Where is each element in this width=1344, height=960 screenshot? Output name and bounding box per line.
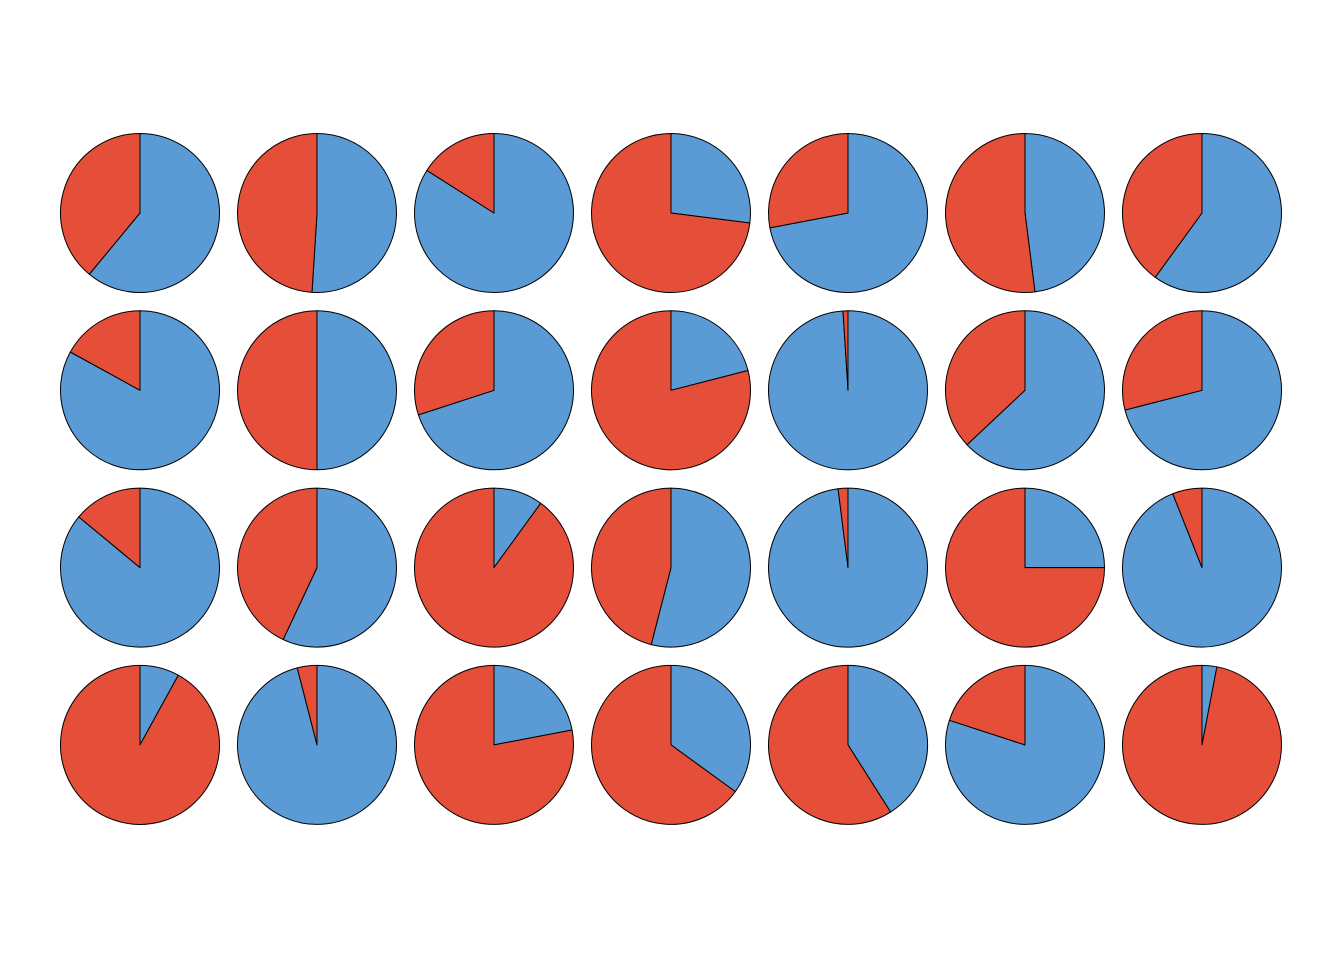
pie-slice (1154, 133, 1282, 293)
pie (768, 664, 928, 825)
pie-slice (282, 487, 397, 648)
pie-slice (945, 310, 1026, 446)
pie (591, 133, 751, 293)
pie-slice (1122, 664, 1283, 825)
pie-slice (591, 310, 751, 471)
pie (945, 133, 1105, 293)
pie (1122, 664, 1283, 825)
pie (60, 310, 220, 471)
pie-slice (670, 664, 751, 793)
pie (768, 487, 928, 648)
pie (591, 664, 751, 825)
pie (768, 310, 928, 471)
pie-slice (1124, 310, 1282, 471)
pie (591, 487, 751, 648)
pie-slice (945, 133, 1036, 293)
pie-slice (1024, 487, 1105, 569)
pie (1122, 310, 1282, 471)
pie-slice (945, 487, 1105, 648)
pie-slice (670, 133, 751, 224)
pie (591, 310, 751, 471)
pie-slice (426, 133, 495, 214)
pie-slice (69, 310, 141, 391)
pie-slice (296, 664, 318, 746)
pie-slice (650, 487, 751, 648)
pie-slice (414, 487, 574, 648)
pie-slice (414, 310, 495, 416)
pie-slice (591, 664, 736, 825)
pie-slice (414, 664, 574, 825)
pie (945, 487, 1105, 648)
pie-slice (60, 133, 141, 275)
pie (945, 664, 1105, 825)
pie (945, 310, 1105, 471)
pie-slice (768, 664, 892, 825)
pie-slice (493, 664, 573, 746)
pie-slice (591, 133, 751, 293)
pie (237, 310, 397, 471)
pie-slice (417, 310, 574, 471)
pie-slice (88, 133, 220, 293)
pie-slice (237, 310, 318, 471)
pie (414, 133, 574, 293)
pie-slice (1122, 310, 1203, 411)
pie (237, 133, 397, 293)
pie-slice (311, 133, 397, 293)
pie-slice (837, 487, 849, 569)
pie (60, 133, 220, 293)
pie (60, 487, 220, 648)
pie (237, 664, 397, 825)
pie-slice (966, 310, 1105, 471)
pie-slice (1024, 133, 1105, 293)
pie-slice (769, 133, 928, 293)
pie-slice (768, 133, 849, 229)
pie-slice (60, 664, 220, 825)
pie-slice (1172, 487, 1203, 569)
pie-slice (237, 487, 318, 641)
pie (414, 487, 574, 648)
pie-slice (591, 487, 672, 646)
pie-slice (78, 487, 141, 569)
pie (1122, 133, 1282, 293)
pie (768, 133, 928, 293)
pie-slice (670, 310, 749, 391)
pie-slice (1122, 133, 1203, 278)
pie-slice (237, 133, 318, 293)
pie-slice (316, 310, 397, 471)
pie (414, 664, 574, 825)
pie-slice (948, 664, 1026, 746)
pie (60, 664, 220, 825)
pie (1121, 487, 1282, 648)
pie-slice (842, 310, 849, 391)
pie (414, 310, 574, 471)
pie (237, 487, 397, 648)
